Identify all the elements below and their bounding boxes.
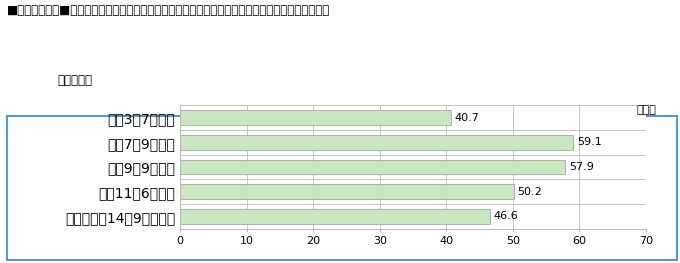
Text: ■図３－１－１■　大地震に備えて「携帯ラジオ，懐中電灯，医薬品などを準備している」と回答し: ■図３－１－１■ 大地震に備えて「携帯ラジオ，懐中電灯，医薬品などを準備している…	[7, 4, 330, 17]
Text: 59.1: 59.1	[577, 137, 602, 147]
Text: 40.7: 40.7	[454, 113, 479, 123]
Bar	[180, 209, 490, 224]
Text: 50.2: 50.2	[517, 187, 543, 197]
Bar	[180, 184, 514, 199]
Bar	[180, 110, 451, 125]
Text: （％）: （％）	[636, 105, 656, 115]
Text: 57.9: 57.9	[568, 162, 594, 172]
Text: た者の割合: た者の割合	[58, 74, 92, 87]
Text: 46.6: 46.6	[494, 211, 518, 221]
Bar	[180, 135, 573, 150]
Bar	[7, 116, 677, 260]
Bar	[180, 160, 566, 174]
